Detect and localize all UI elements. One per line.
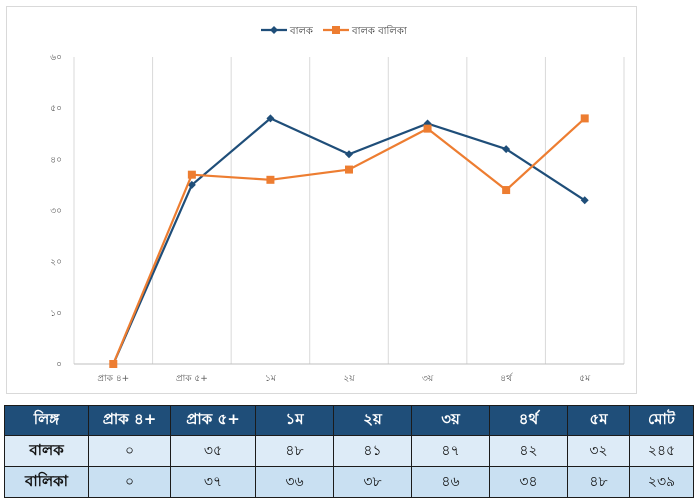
- data-point-square: [109, 360, 118, 368]
- line-chart: ০ ১০ ২০ ৩০ ৪০ ৫০ ৬০ প্রাক ৪+ প্রাক ৫+ ১ম ২য় ৩য় ৪র্…: [50, 25, 625, 384]
- table-cell: ৩৫: [170, 435, 256, 467]
- enrollment-table: লিঙ্গ প্রাক ৪+ প্রাক ৫+ ১ম ২য় ৩য় ৪র্থ …: [4, 405, 694, 498]
- table-cell: ৪৭: [411, 435, 490, 467]
- x-tick-label: ৫ম: [579, 374, 591, 384]
- table-cell: ৩২: [567, 435, 630, 467]
- table-cell-total: ২৪৫: [629, 435, 694, 467]
- y-tick-label: ৩০: [50, 207, 62, 217]
- data-point-square: [423, 124, 432, 133]
- table-row: বালিকা ০ ৩৭ ৩৬ ৩৮ ৪৬ ৩৪ ৪৮ ২৩৯: [4, 466, 694, 498]
- table-cell: ৪১: [333, 435, 412, 467]
- data-point-diamond: [580, 196, 589, 205]
- table-cell-total: ২৩৯: [629, 466, 694, 498]
- header-cell: প্রাক ৪+: [88, 405, 171, 436]
- header-cell: ৩য়: [411, 405, 490, 436]
- y-tick-label: ৪০: [50, 155, 62, 165]
- data-point-diamond: [187, 180, 196, 189]
- legend-label: বালক বালিকা: [351, 25, 408, 37]
- x-tick-label: প্রাক ৪+: [97, 374, 129, 384]
- table-row: বালক ০ ৩৫ ৪৮ ৪১ ৪৭ ৪২ ৩২ ২৪৫: [4, 435, 694, 467]
- table-cell: ৪৬: [411, 466, 490, 498]
- table-cell: ৪৮: [255, 435, 334, 467]
- header-cell: ২য়: [333, 405, 412, 436]
- header-cell-gender: লিঙ্গ: [4, 405, 89, 436]
- legend-marker-square: [332, 26, 340, 34]
- data-point-square: [266, 175, 275, 184]
- row-label: বালক: [4, 435, 89, 467]
- y-tick-label: ২০: [50, 258, 62, 268]
- table-cell: ০: [88, 466, 171, 498]
- table-cell: ০: [88, 435, 171, 467]
- x-tick-label: প্রাক ৫+: [176, 374, 208, 384]
- x-tick-label: ২য়: [343, 374, 355, 384]
- x-tick-label: ৪র্থ: [500, 373, 513, 384]
- header-cell: ১ম: [255, 405, 334, 436]
- y-tick-label: ০: [56, 360, 62, 370]
- table-cell: ৩৭: [170, 466, 256, 498]
- x-tick-label: ১ম: [265, 374, 277, 384]
- table-cell: ৪২: [489, 435, 568, 467]
- row-label: বালিকা: [4, 466, 89, 498]
- header-cell-total: মোট: [629, 405, 694, 436]
- legend-marker-diamond: [270, 26, 278, 34]
- header-cell: ৫ম: [567, 405, 630, 436]
- chart-panel: ০ ১০ ২০ ৩০ ৪০ ৫০ ৬০ প্রাক ৪+ প্রাক ৫+ ১ম ২য় ৩য় ৪র্…: [6, 6, 637, 394]
- header-cell: প্রাক ৫+: [170, 405, 256, 436]
- y-tick-label: ১০: [50, 309, 62, 319]
- x-tick-label: ৩য়: [422, 374, 434, 384]
- table-cell: ৩৬: [255, 466, 334, 498]
- data-point-square: [345, 165, 353, 174]
- data-point-square: [187, 170, 196, 179]
- y-tick-label: ৬০: [50, 53, 62, 63]
- table-cell: ৩৪: [489, 466, 568, 498]
- data-point-diamond: [266, 114, 275, 123]
- data-point-diamond: [502, 145, 511, 154]
- table-cell: ৩৮: [333, 466, 412, 498]
- table-cell: ৪৮: [567, 466, 630, 498]
- data-point-square: [580, 114, 589, 123]
- data-point-square: [502, 186, 511, 195]
- data-point-diamond: [345, 150, 353, 159]
- table-header-row: লিঙ্গ প্রাক ৪+ প্রাক ৫+ ১ম ২য় ৩য় ৪র্থ …: [4, 405, 694, 436]
- header-cell: ৪র্থ: [489, 405, 568, 436]
- legend-label: বালক: [289, 26, 314, 37]
- y-tick-label: ৫০: [50, 104, 62, 114]
